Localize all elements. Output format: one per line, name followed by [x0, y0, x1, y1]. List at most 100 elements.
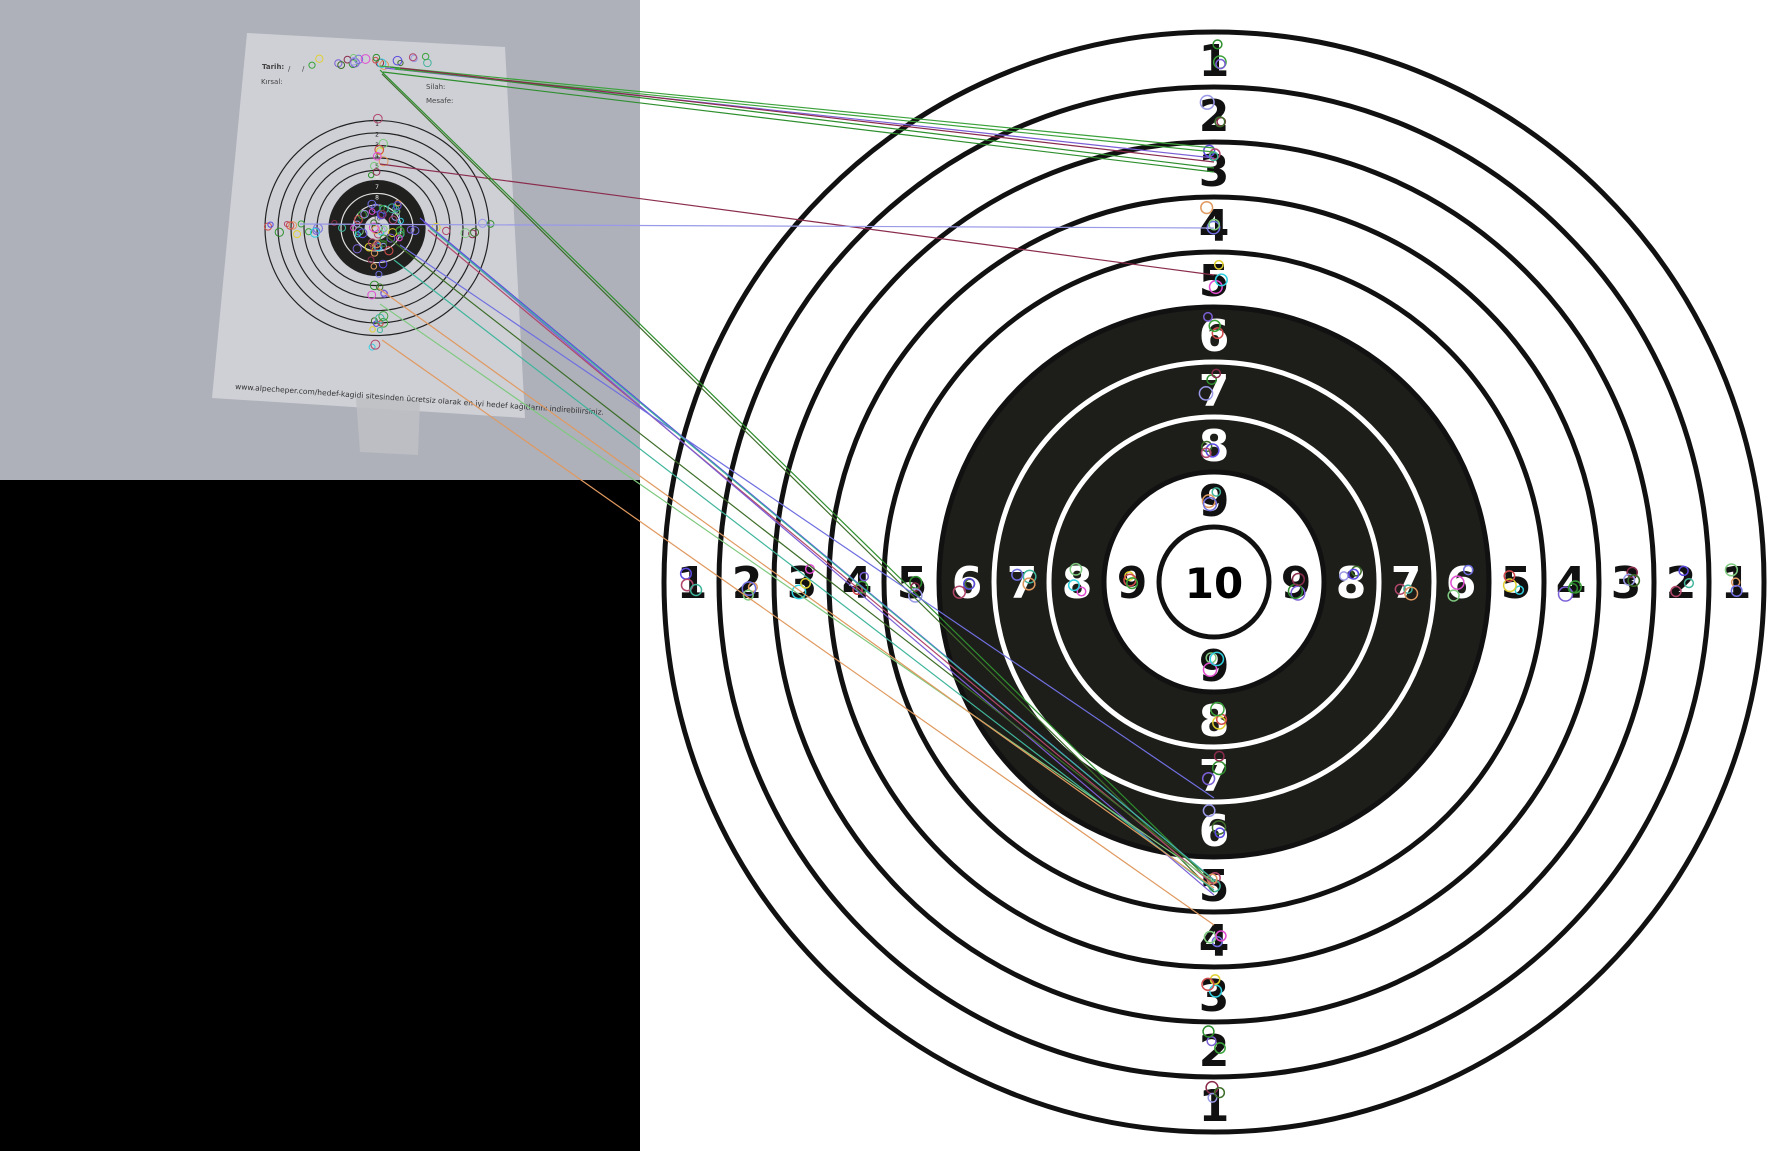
photo-keypoint: [376, 283, 384, 291]
photo-keypoint: [410, 226, 420, 236]
match-line: [423, 221, 1215, 896]
photo-keypoint: [331, 220, 338, 227]
reference-keypoint: [1447, 589, 1460, 602]
photo-keypoint: [274, 227, 284, 237]
ring-4: [826, 194, 1602, 970]
photo-keypoint: [378, 156, 389, 167]
ring-3: [771, 139, 1657, 1025]
reference-keypoint: [1200, 447, 1212, 459]
reference-keypoint: [1076, 586, 1087, 597]
photo-keypoint: [267, 221, 274, 228]
bottom-number-8: 8: [1199, 696, 1230, 747]
match-line: [399, 67, 1215, 163]
photo-keypoint: [387, 203, 398, 214]
match-line: [379, 65, 1215, 149]
photo-keypoint: [379, 242, 388, 251]
center-label: 10: [1185, 559, 1243, 608]
photo-keypoint: [378, 259, 388, 269]
reference-keypoint: [1213, 1087, 1226, 1099]
reference-keypoint: [910, 582, 920, 592]
photo-keypoint: [293, 230, 302, 239]
photo-ring-number-6: 6: [375, 174, 379, 181]
photo-keypoint: [470, 227, 480, 237]
reference-keypoint: [1201, 771, 1216, 786]
photo-keypoint: [369, 280, 380, 291]
photo-ring-6: [328, 181, 426, 275]
bottom-number-1: 1: [1199, 1081, 1230, 1132]
right-number-9: 9: [1281, 558, 1312, 609]
reference-keypoint: [742, 589, 754, 601]
photo-keypoint: [305, 228, 313, 236]
reference-keypoint: [800, 577, 812, 589]
match-line: [381, 73, 1215, 893]
reference-keypoint: [1126, 577, 1139, 590]
photo-header-slash1: /: [288, 65, 291, 73]
photo-keypoint: [380, 225, 388, 233]
photo-keypoint: [349, 57, 358, 66]
reference-keypoint: [1214, 1042, 1226, 1054]
reference-keypoint: [1350, 565, 1362, 577]
photo-keypoint: [360, 209, 369, 219]
reference-keypoint: [1069, 562, 1083, 576]
photo-keypoint: [367, 199, 377, 209]
photo-keypoint: [386, 233, 396, 243]
reference-keypoint: [1626, 566, 1639, 579]
photo-ring-number-10: 10: [373, 216, 381, 223]
reference-keypoint: [1211, 327, 1224, 340]
photo-header-name: Kırsal:: [261, 78, 283, 86]
reference-keypoint: [1462, 564, 1474, 576]
reference-keypoint: [859, 571, 870, 582]
photo-keypoint: [369, 326, 376, 333]
photo-ring-number-9: 9: [375, 205, 379, 212]
photo-keypoint: [337, 61, 346, 69]
photo-keypoint: [380, 290, 389, 298]
photo-keypoint: [372, 151, 382, 161]
ring-1: [661, 29, 1767, 1135]
reference-keypoint: [1403, 584, 1413, 594]
photo-ring-number-7: 7: [375, 184, 379, 191]
photo-ring-number-8: 8: [375, 195, 379, 202]
photo-keypoint: [368, 208, 376, 215]
photo-keypoint: [408, 53, 417, 62]
reference-keypoint: [1404, 586, 1419, 601]
photo-keypoint: [372, 168, 381, 176]
reference-keypoint: [1291, 572, 1306, 586]
ring-5: [881, 249, 1547, 915]
reference-keypoint: [1213, 259, 1224, 270]
reference-keypoint: [1205, 443, 1220, 458]
query-photo: Tarih: / / Kırsal: Silah: Mesafe: www.al…: [0, 0, 640, 480]
photo-keypoint: [442, 226, 451, 236]
reference-keypoint: [1201, 977, 1215, 991]
reference-keypoint: [1394, 583, 1406, 595]
photo-keypoint: [372, 53, 381, 62]
reference-keypoint: [952, 585, 967, 599]
reference-keypoint: [1290, 585, 1306, 601]
right-number-7: 7: [1391, 558, 1422, 609]
photo-keypoint: [388, 215, 398, 225]
left-number-7: 7: [1007, 558, 1038, 609]
photo-ring-number-4: 4: [375, 153, 379, 160]
photo-keypoint: [397, 59, 404, 67]
reference-keypoint: [1022, 577, 1036, 591]
photo-tape: [356, 398, 420, 455]
match-line: [427, 229, 1215, 886]
left-number-6: 6: [952, 558, 983, 609]
reference-target: 10 123456789987654321123456789987654321: [640, 0, 1791, 1151]
reference-keypoint: [1067, 579, 1080, 592]
match-line: [299, 223, 1215, 229]
ring-9: [1101, 469, 1327, 695]
photo-keypoint: [353, 215, 363, 224]
ring-7: [991, 359, 1437, 805]
photo-keypoint: [312, 227, 321, 235]
photo-keypoint: [392, 55, 403, 66]
match-line: [379, 303, 1215, 883]
photo-keypoint: [377, 211, 385, 219]
left-number-8: 8: [1062, 558, 1093, 609]
left-number-3: 3: [787, 558, 818, 609]
reference-keypoint: [1209, 651, 1225, 667]
reference-keypoint: [1208, 319, 1221, 333]
photo-keypoint: [357, 228, 368, 239]
reference-keypoint: [1202, 496, 1218, 512]
